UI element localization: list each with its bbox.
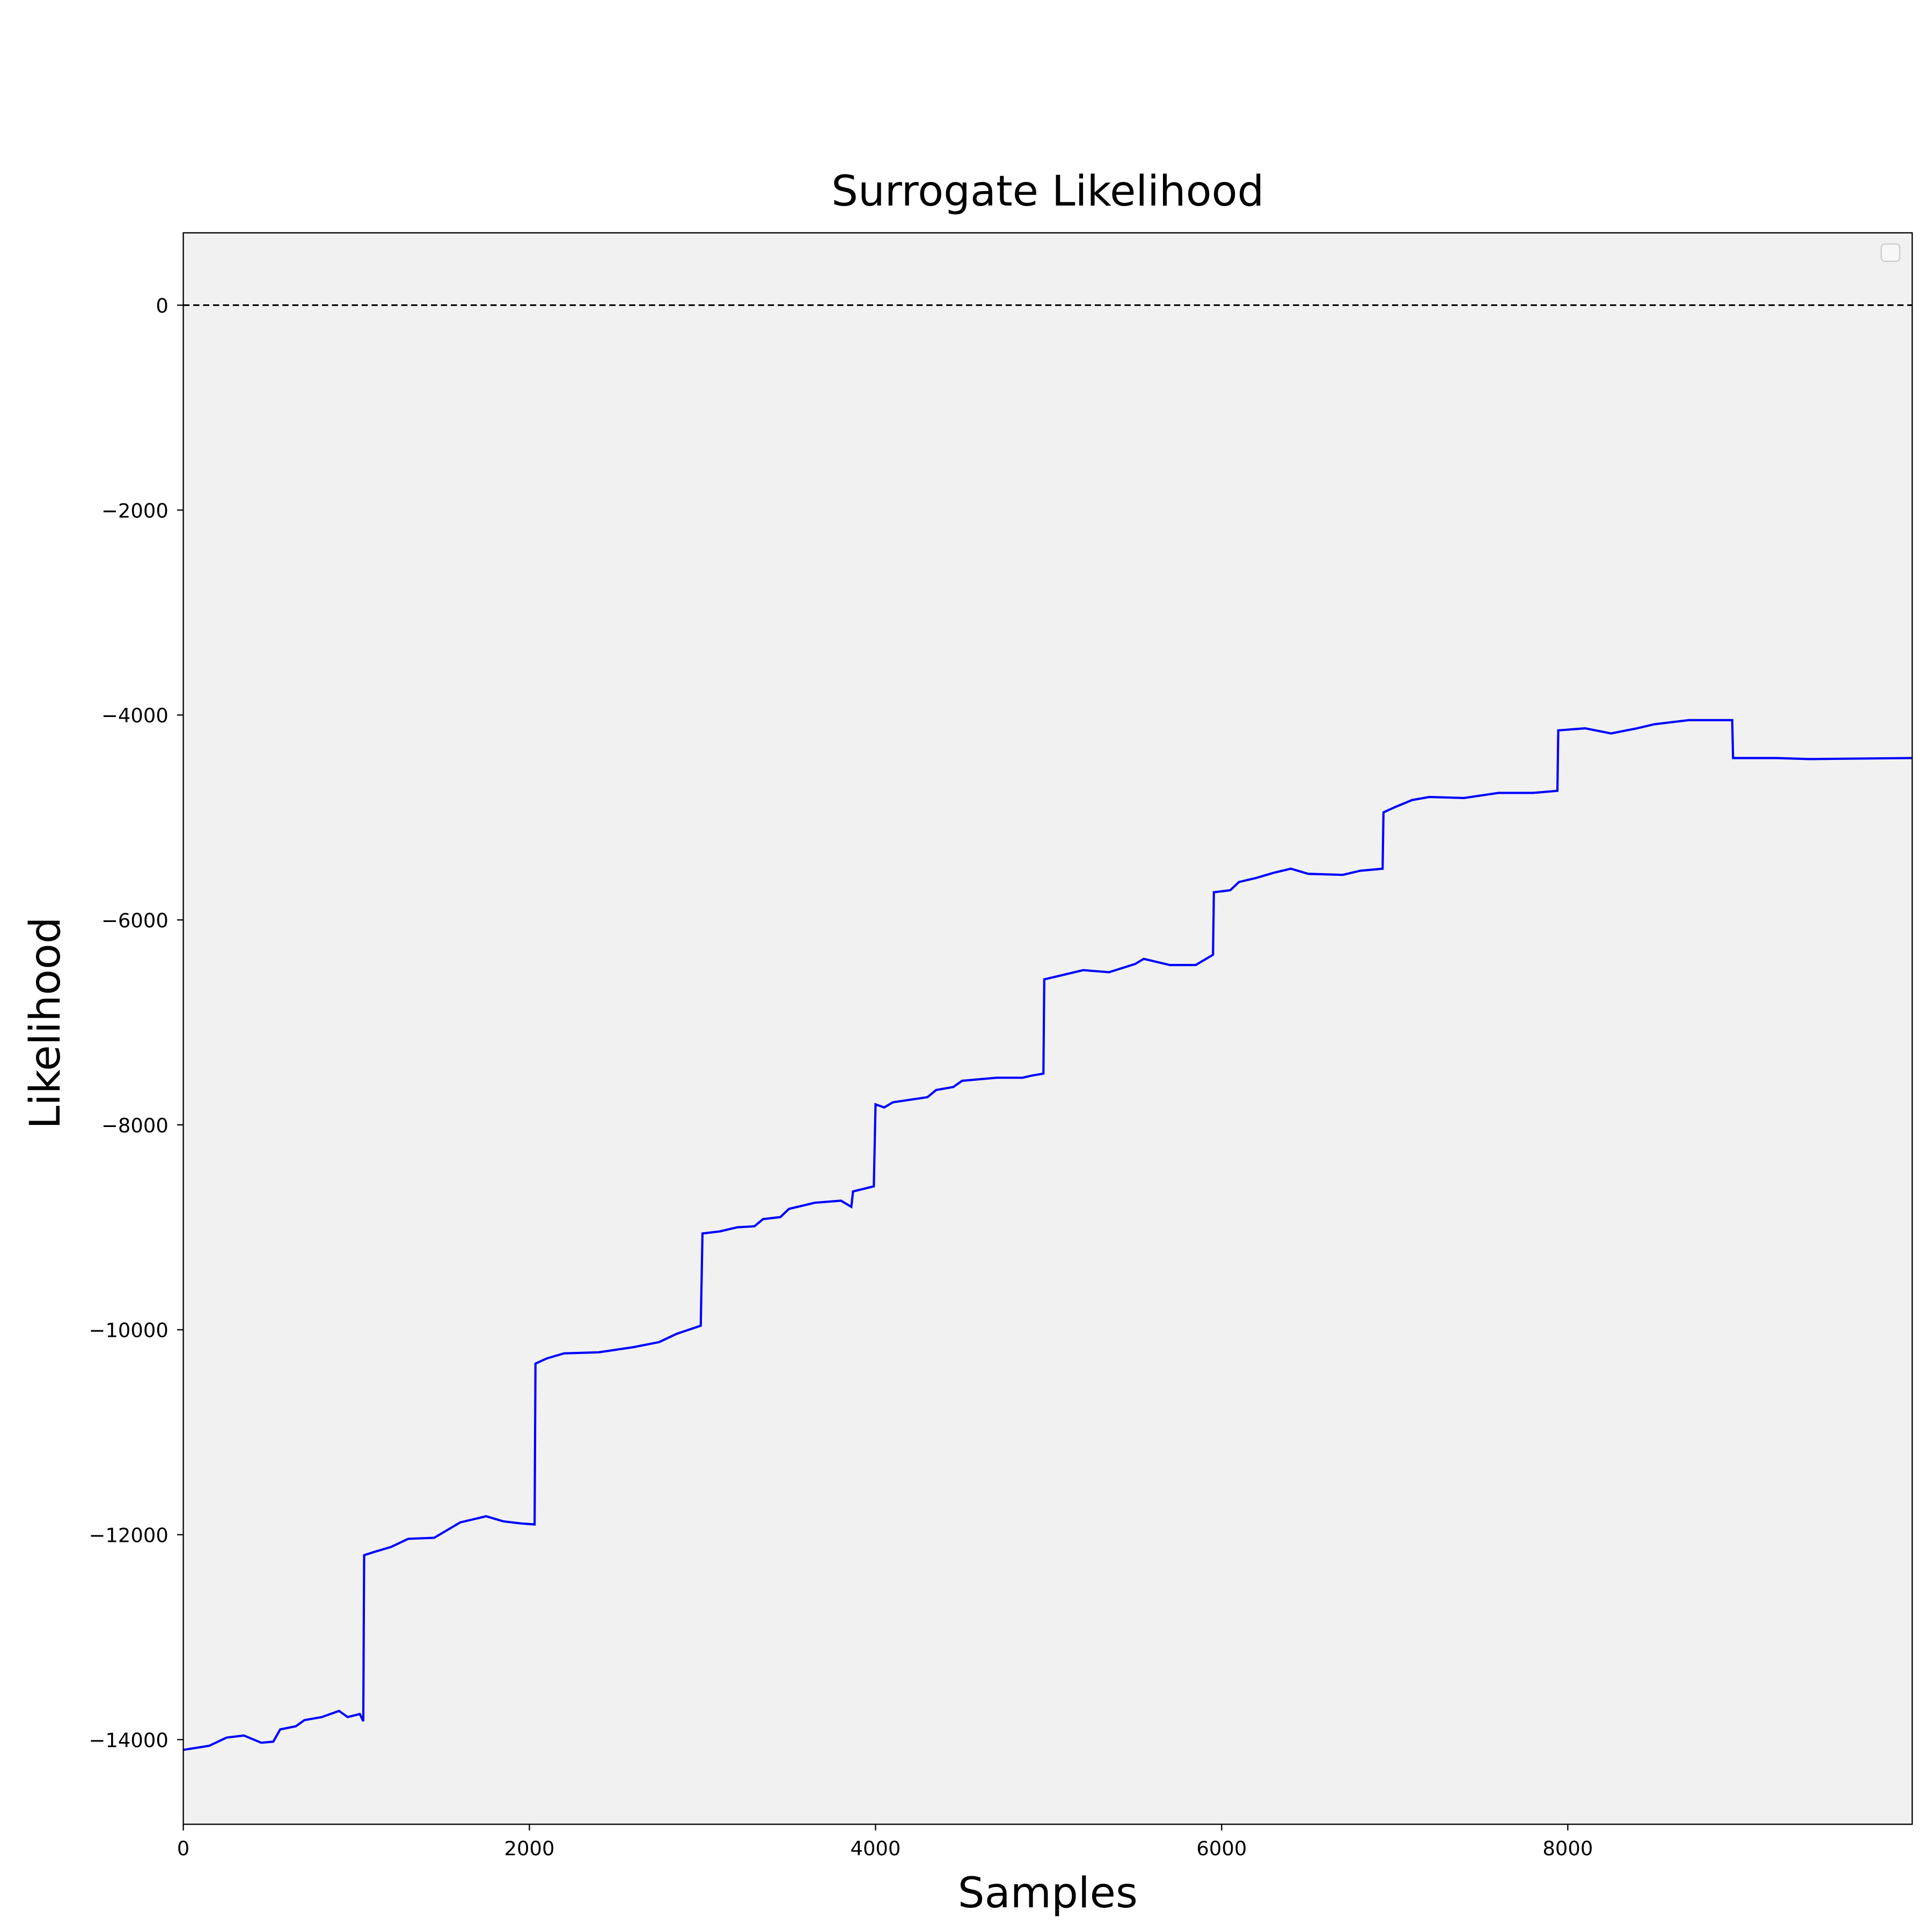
y-tick-label: −12000: [89, 1524, 169, 1547]
y-tick-label: 0: [156, 294, 168, 317]
y-tick-label: −4000: [101, 704, 169, 727]
plot-area: [183, 232, 1913, 1825]
x-axis-label: Samples: [958, 1868, 1138, 1918]
data-line: [183, 719, 1913, 1751]
x-tick-label: 2000: [504, 1837, 555, 1860]
y-tick-label: −14000: [89, 1729, 169, 1752]
y-tick-label: −2000: [101, 499, 169, 522]
y-axis-label: Likelihood: [20, 917, 70, 1129]
legend: [1880, 243, 1901, 262]
chart-title: Surrogate Likelihood: [831, 166, 1264, 216]
x-tick-label: 4000: [850, 1837, 901, 1860]
y-tick-label: −8000: [101, 1114, 169, 1137]
x-tick-label: 6000: [1196, 1837, 1247, 1860]
plot-frame: [182, 232, 1913, 1825]
y-tick-label: −10000: [89, 1319, 169, 1342]
y-tick-label: −6000: [101, 909, 169, 932]
x-tick-label: 8000: [1542, 1837, 1593, 1860]
x-tick-label: 0: [177, 1837, 189, 1860]
